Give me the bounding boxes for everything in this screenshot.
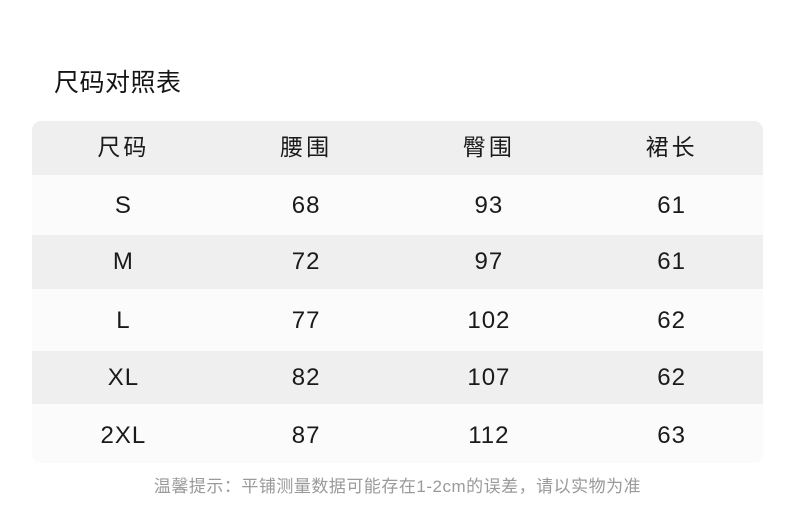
cell-size: M (112, 248, 134, 276)
cell-hip: 97 (474, 248, 504, 276)
cell-length: 62 (657, 306, 686, 334)
cell-waist: 77 (291, 306, 321, 334)
column-header-length: 裙长 (645, 134, 698, 161)
cell-hip: 112 (468, 422, 510, 450)
cell-size: S (114, 191, 132, 219)
cell-waist: 68 (291, 191, 321, 219)
cell-waist: 87 (291, 422, 321, 450)
cell-size: L (116, 306, 131, 334)
cell-size: XL (107, 363, 140, 391)
size-chart-table: 尺码 腰围 臀围 裙长 S 68 93 61 M 72 97 61 L 77 1… (32, 121, 763, 463)
cell-waist: 82 (291, 363, 321, 391)
cell-hip: 102 (467, 306, 511, 334)
cell-length: 61 (657, 248, 686, 276)
column-header-waist: 腰围 (280, 134, 333, 161)
table-row-s: S 68 93 61 (32, 179, 763, 233)
column-header-hip: 臀围 (462, 134, 515, 161)
table-row-2xl: 2XL 87 112 63 (32, 409, 763, 463)
cell-length: 63 (657, 422, 686, 450)
table-row-xl: XL 82 107 62 (32, 347, 763, 410)
cell-length: 62 (657, 363, 686, 391)
cell-size: 2XL (100, 422, 147, 450)
table-row-l: L 77 102 62 (32, 294, 763, 348)
cell-length: 61 (657, 191, 686, 219)
disclaimer-note: 温馨提示：平铺测量数据可能存在1-2cm的误差，请以实物为准 (153, 477, 642, 496)
cell-hip: 107 (467, 363, 511, 391)
table-header-row: 尺码 腰围 臀围 裙长 (32, 121, 763, 179)
page-title: 尺码对照表 (54, 69, 182, 97)
cell-waist: 72 (291, 248, 321, 276)
table-row-m: M 72 97 61 (32, 232, 763, 295)
cell-hip: 93 (474, 191, 504, 219)
column-header-size: 尺码 (97, 134, 150, 161)
